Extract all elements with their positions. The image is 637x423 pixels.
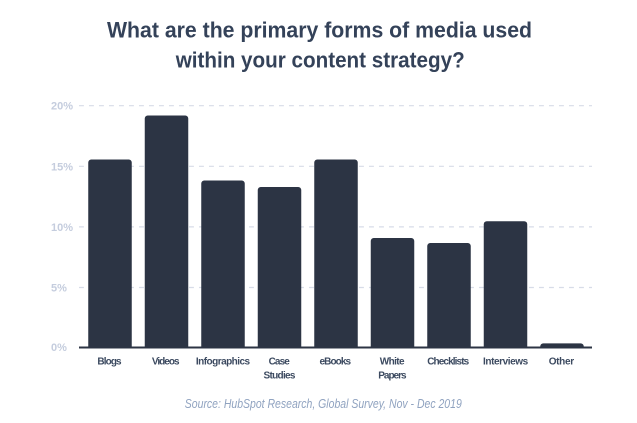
svg-text:White: White [380,357,405,368]
svg-text:Interviews: Interviews [483,357,529,368]
svg-text:Studies: Studies [264,370,296,381]
svg-text:20%: 20% [51,101,73,113]
svg-text:Case: Case [269,357,291,368]
svg-text:15%: 15% [51,161,73,173]
svg-text:within your content strategy?: within your content strategy? [175,47,465,72]
svg-text:Videos: Videos [152,357,180,368]
svg-text:0%: 0% [51,342,67,354]
svg-text:Checklists: Checklists [427,357,469,368]
svg-text:What are the primary forms of: What are the primary forms of media used [107,17,532,42]
svg-text:Other: Other [549,357,574,368]
svg-text:Blogs: Blogs [97,357,122,368]
svg-text:Papers: Papers [378,370,407,381]
svg-text:Infographics: Infographics [196,357,251,368]
svg-text:eBooks: eBooks [320,357,352,368]
svg-text:Source: HubSpot Research, Glob: Source: HubSpot Research, Global Survey,… [185,396,462,411]
svg-text:5%: 5% [51,283,67,295]
svg-text:10%: 10% [51,222,73,234]
